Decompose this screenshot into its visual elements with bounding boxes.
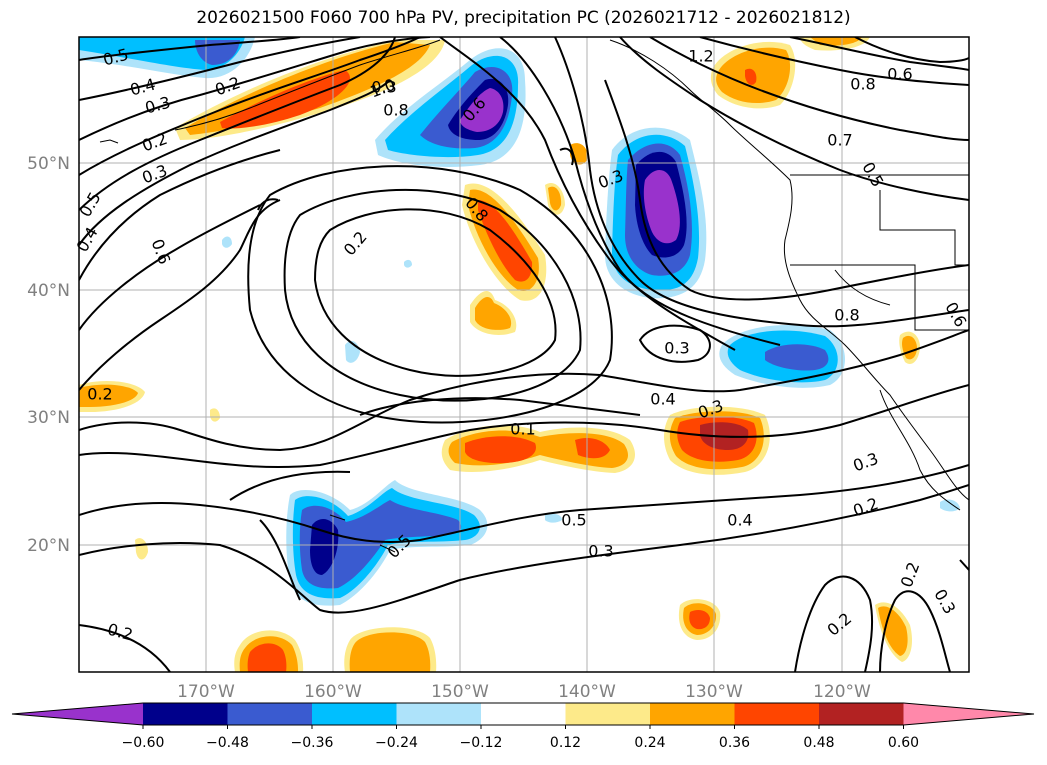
colorbar-tick-label: 0.60 xyxy=(888,735,919,751)
contour-label: 0.5 xyxy=(561,511,586,530)
colorbar-bin xyxy=(227,703,313,725)
colorbar-bin xyxy=(734,703,820,725)
latitude-labels: 50°N 40°N 30°N 20°N xyxy=(27,154,70,556)
contour-label: 0.7 xyxy=(827,131,852,150)
lon-label-140w: 140°W xyxy=(558,682,616,702)
contour-label: 0.2 xyxy=(87,385,112,404)
precipitation-shading xyxy=(79,37,960,672)
contour-label: 0.1 xyxy=(510,420,535,439)
lon-label-170w: 170°W xyxy=(177,682,235,702)
lon-label-130w: 130°W xyxy=(685,682,743,702)
map-frame xyxy=(78,36,970,673)
colorbar-tick-label: −0.12 xyxy=(460,735,503,751)
contour-label: 0.8 xyxy=(834,306,859,325)
contour-label: 0.4 xyxy=(650,390,675,409)
contour-label: 0.4 xyxy=(727,511,752,530)
colorbar-tick-label: −0.24 xyxy=(375,735,418,751)
colorbar-tick-label: 0.48 xyxy=(803,735,834,751)
lat-label-30n: 30°N xyxy=(27,408,70,428)
colorbar-tick-label: −0.48 xyxy=(206,735,249,751)
contour-label: 0.3 xyxy=(588,542,613,561)
contour-label: 0.8 xyxy=(383,101,408,120)
colorbar-bin xyxy=(396,703,482,725)
contour-label: 1.2 xyxy=(688,47,713,66)
longitude-labels: 170°W 160°W 150°W 140°W 130°W 120°W xyxy=(177,682,871,702)
lon-label-150w: 150°W xyxy=(431,682,489,702)
colorbar-tick-label: −0.60 xyxy=(122,735,165,751)
map-title: 2026021500 F060 700 hPa PV, precipitatio… xyxy=(196,8,851,28)
map-panel xyxy=(79,37,969,672)
colorbar-bin xyxy=(143,703,228,725)
colorbar-tick-label: 0.12 xyxy=(550,735,581,751)
lat-label-20n: 20°N xyxy=(27,536,70,556)
graticule xyxy=(79,37,969,672)
lat-label-40n: 40°N xyxy=(27,281,70,301)
contour-label: 0.6 xyxy=(887,65,912,84)
colorbar-extend-low xyxy=(12,703,143,725)
colorbar-bin xyxy=(481,703,566,725)
colorbar-tick-label: 0.24 xyxy=(634,735,665,751)
colorbar-bin xyxy=(819,703,904,725)
contour-label: 0.3 xyxy=(664,339,689,358)
colorbar-ticks: −0.60 −0.48 −0.36 −0.24 −0.12 0.12 0.24 0.36 0.4… xyxy=(122,725,919,751)
contour-label: 0.3 xyxy=(371,78,396,97)
lat-label-50n: 50°N xyxy=(27,154,70,174)
colorbar-tick-label: 0.36 xyxy=(719,735,750,751)
colorbar xyxy=(11,702,1035,726)
colorbar-bin xyxy=(565,703,651,725)
pv-contours xyxy=(79,37,969,672)
colorbar-tick-label: −0.36 xyxy=(291,735,334,751)
lon-label-120w: 120°W xyxy=(813,682,871,702)
lon-label-160w: 160°W xyxy=(304,682,362,702)
colorbar-bin xyxy=(312,703,397,725)
colorbar-bin xyxy=(650,703,735,725)
contour-label: 0.8 xyxy=(850,75,875,94)
colorbar-extend-high xyxy=(903,703,1034,725)
